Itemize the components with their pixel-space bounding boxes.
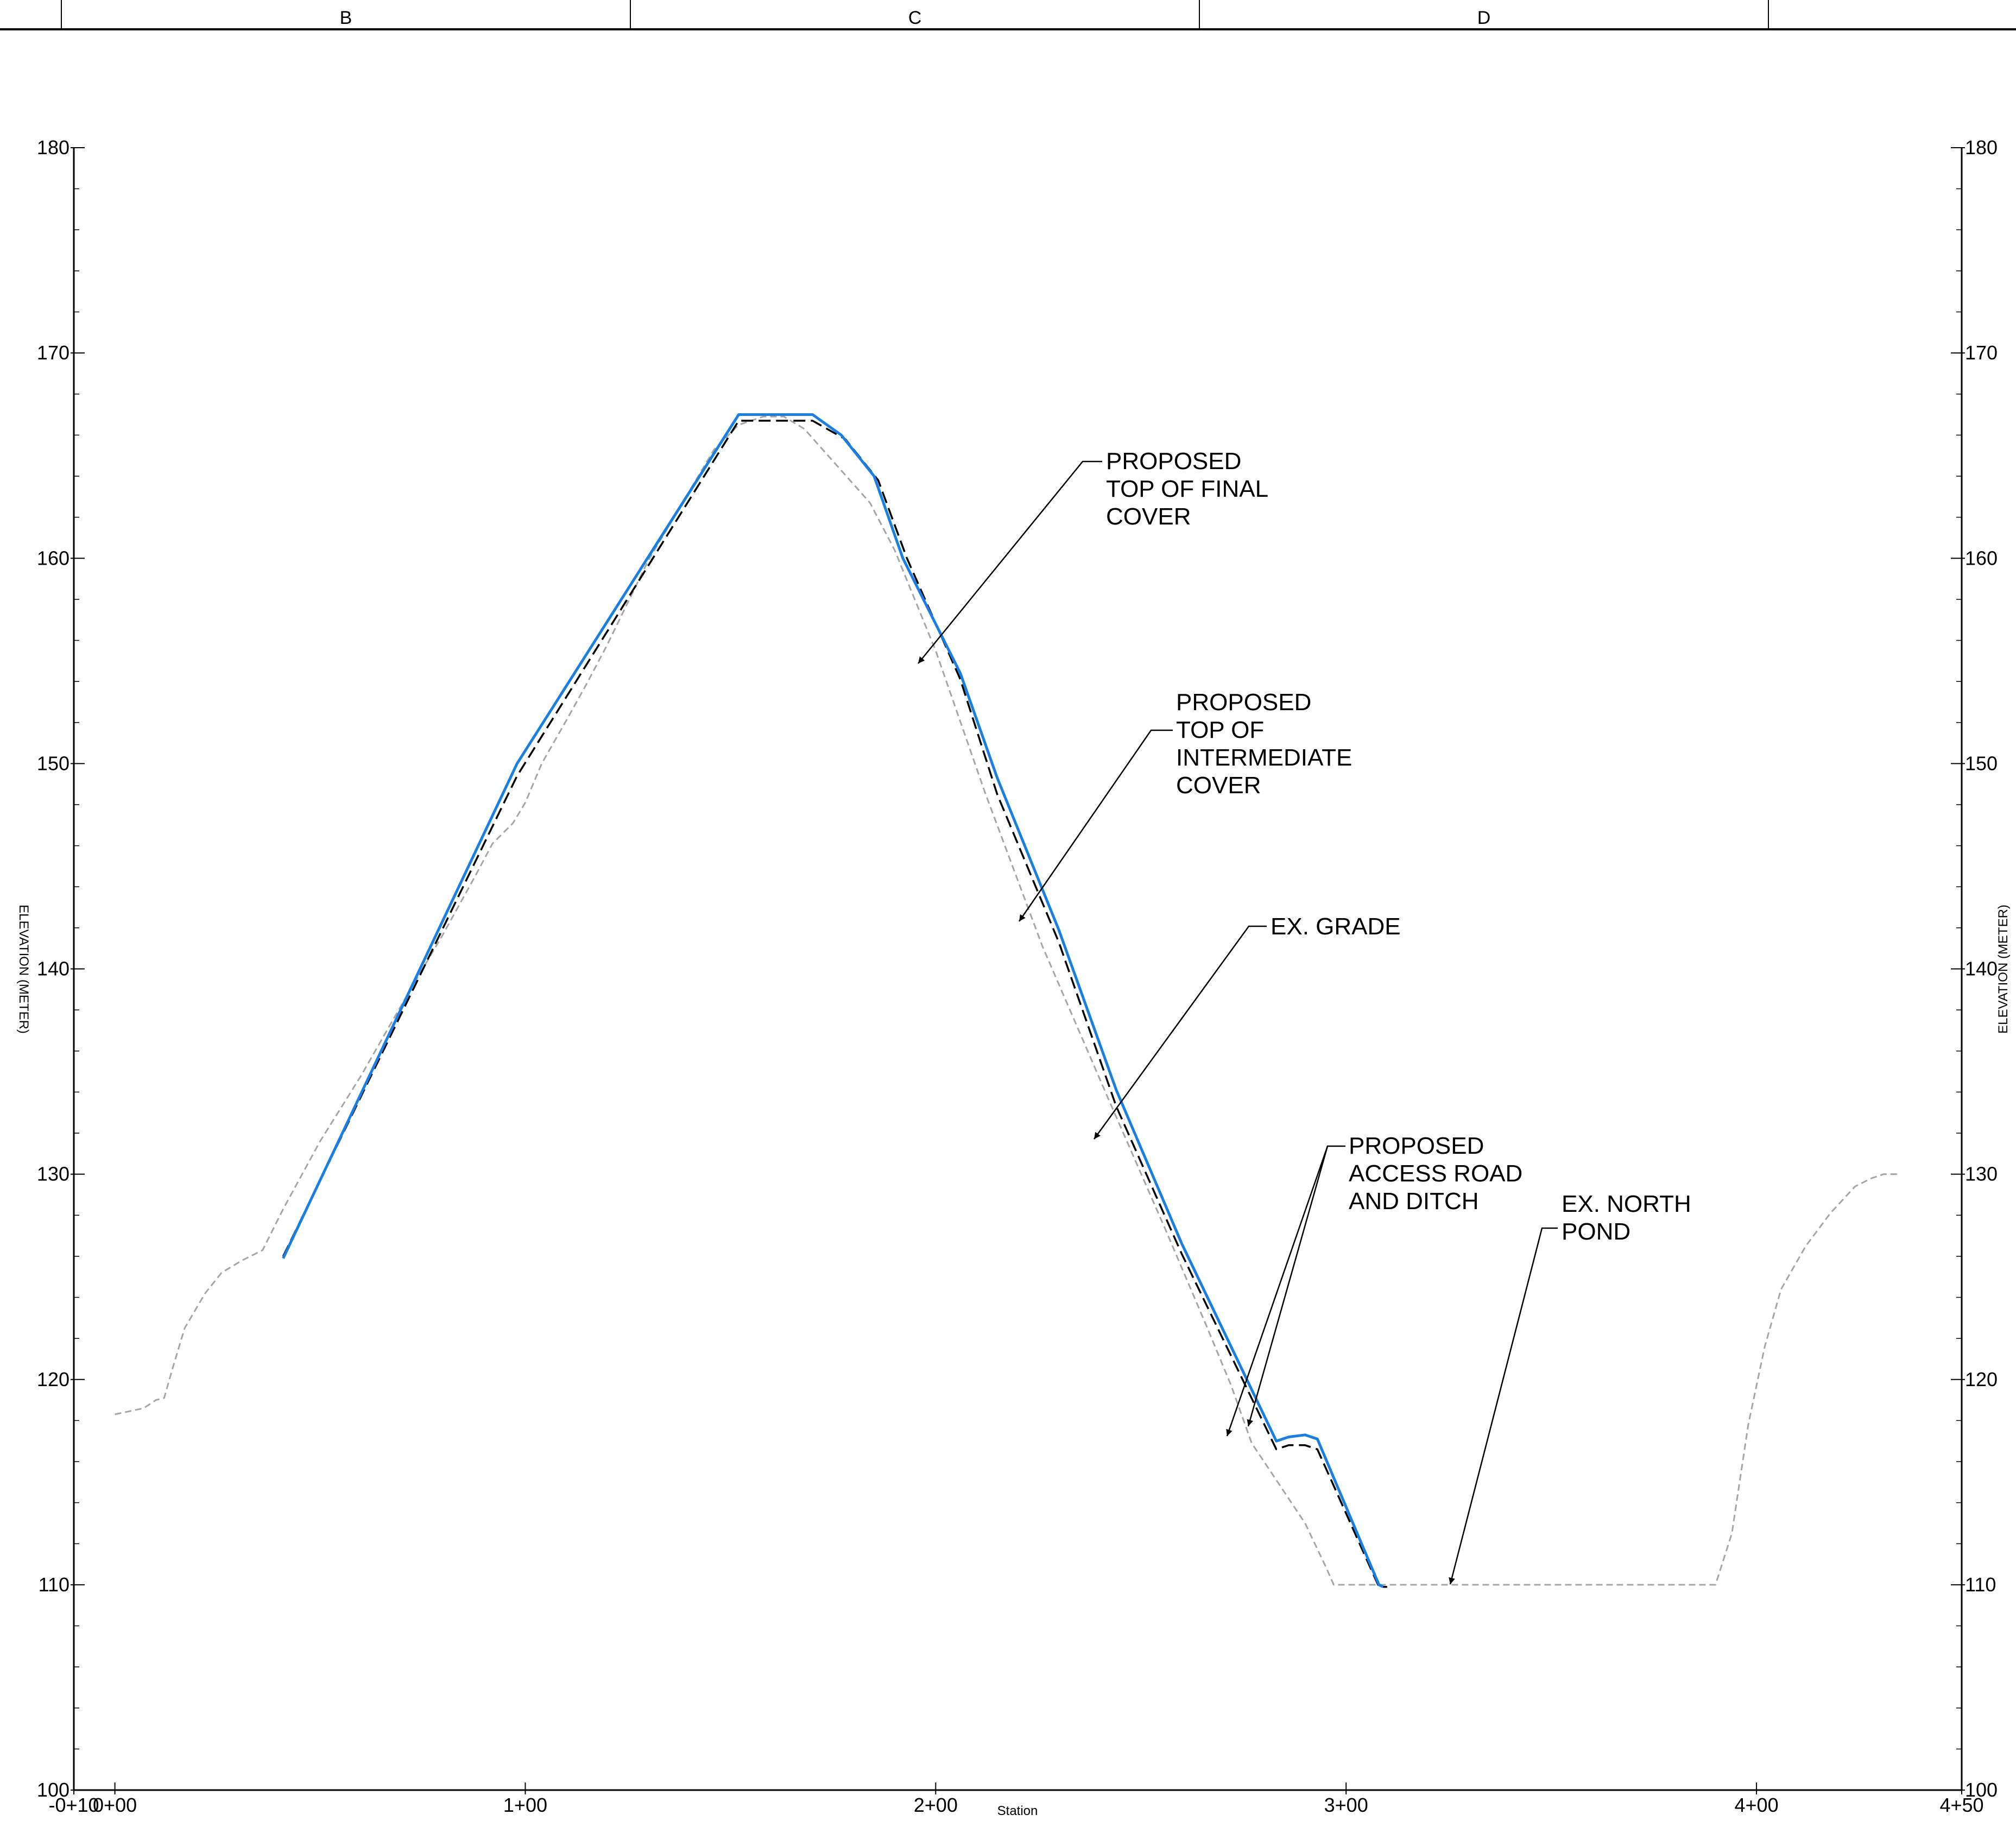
y-tick-label: 120	[1965, 1368, 1998, 1390]
grid-letter-b: B	[340, 8, 352, 28]
y-tick-label: 120	[37, 1368, 69, 1390]
y-tick-label: 180	[37, 136, 69, 159]
annotation-final-cover-line-1: PROPOSED	[1106, 448, 1241, 475]
y-tick-label: 160	[37, 547, 69, 569]
x-tick-label: -0+10	[48, 1794, 99, 1816]
annotation-access-road-line-3: AND DITCH	[1349, 1188, 1479, 1215]
annotation-ex-grade: EX. GRADE	[1093, 913, 1401, 1140]
annotation-north-pond-line-1: EX. NORTH	[1562, 1191, 1691, 1217]
annotations: PROPOSED TOP OF FINAL COVER PROPOSED TOP…	[918, 448, 1691, 1585]
x-tick-label: 4+00	[1735, 1794, 1779, 1816]
y-tick-label: 170	[37, 342, 69, 364]
y-tick-label: 100	[1965, 1779, 1998, 1801]
x-tick-label: 2+00	[914, 1794, 958, 1816]
x-tick-label: 3+00	[1324, 1794, 1368, 1816]
x-tick-label: 4+50	[1939, 1794, 1983, 1816]
y-tick-label: 150	[37, 752, 69, 774]
series-line-0	[115, 415, 1900, 1586]
y-ticks-right: 100 110 120 130 140 150 160 170 180	[1951, 136, 1998, 1801]
annotation-intermediate-cover-line-2: TOP OF	[1176, 717, 1264, 743]
x-tick-label: 0+00	[93, 1794, 137, 1816]
series-layer	[115, 413, 1900, 1588]
minor-ticks	[74, 188, 1962, 1750]
y-tick-label: 180	[1965, 136, 1998, 159]
annotation-north-pond: EX. NORTH POND	[1449, 1191, 1691, 1585]
annotation-access-road-line-1: PROPOSED	[1349, 1133, 1484, 1159]
annotation-access-road-leader-2	[1247, 1146, 1329, 1427]
annotation-north-pond-leader	[1449, 1227, 1558, 1585]
series-line-2	[282, 413, 1384, 1588]
grid-letter-c: C	[908, 8, 922, 28]
x-tick-label: 1+00	[503, 1794, 547, 1816]
y-axis-title-right: ELEVATION (METER)	[1996, 905, 2011, 1034]
annotation-ex-grade-leader	[1093, 925, 1267, 1140]
annotation-intermediate-cover-line-3: INTERMEDIATE	[1176, 744, 1352, 771]
y-tick-label: 160	[1965, 547, 1998, 569]
series-line-1	[282, 420, 1387, 1588]
y-tick-label: 130	[1965, 1163, 1998, 1185]
annotation-intermediate-cover-leader	[1018, 729, 1173, 922]
y-tick-label: 110	[1965, 1573, 1996, 1596]
annotation-ex-grade-line-1: EX. GRADE	[1271, 913, 1401, 940]
annotation-intermediate-cover-line-4: COVER	[1176, 772, 1261, 799]
annotation-access-road: PROPOSED ACCESS ROAD AND DITCH	[1226, 1133, 1522, 1437]
sheet-border: B C D	[0, 0, 2016, 30]
annotation-final-cover-line-2: TOP OF FINAL	[1106, 476, 1268, 502]
y-axis-title-left: ELEVATION (METER)	[16, 905, 31, 1034]
annotation-final-cover-leader	[918, 460, 1102, 664]
x-ticks: -0+100+00 1+00 2+00 3+00 4+00 4+50	[48, 1782, 1984, 1816]
y-tick-label: 130	[37, 1163, 69, 1185]
annotation-final-cover: PROPOSED TOP OF FINAL COVER	[918, 448, 1268, 664]
grid-letter-d: D	[1477, 8, 1491, 28]
y-tick-label: 100	[37, 1779, 69, 1801]
y-ticks-left: 100 110 120 130 140 150 160 170 180	[37, 136, 85, 1801]
annotation-access-road-line-2: ACCESS ROAD	[1349, 1160, 1522, 1187]
x-axis-title: Station	[997, 1804, 1038, 1818]
annotation-intermediate-cover-line-1: PROPOSED	[1176, 689, 1311, 716]
y-tick-label: 140	[37, 958, 69, 980]
y-tick-label: 170	[1965, 342, 1998, 364]
annotation-intermediate-cover: PROPOSED TOP OF INTERMEDIATE COVER	[1018, 689, 1352, 922]
annotation-final-cover-line-3: COVER	[1106, 503, 1191, 530]
axes: 100 110 120 130 140 150 160 170 180 100 110 120 130…	[16, 136, 2011, 1818]
y-tick-label: 110	[39, 1573, 69, 1596]
y-tick-label: 140	[1965, 958, 1998, 980]
annotation-north-pond-line-2: POND	[1562, 1218, 1631, 1245]
y-tick-label: 150	[1965, 752, 1998, 774]
